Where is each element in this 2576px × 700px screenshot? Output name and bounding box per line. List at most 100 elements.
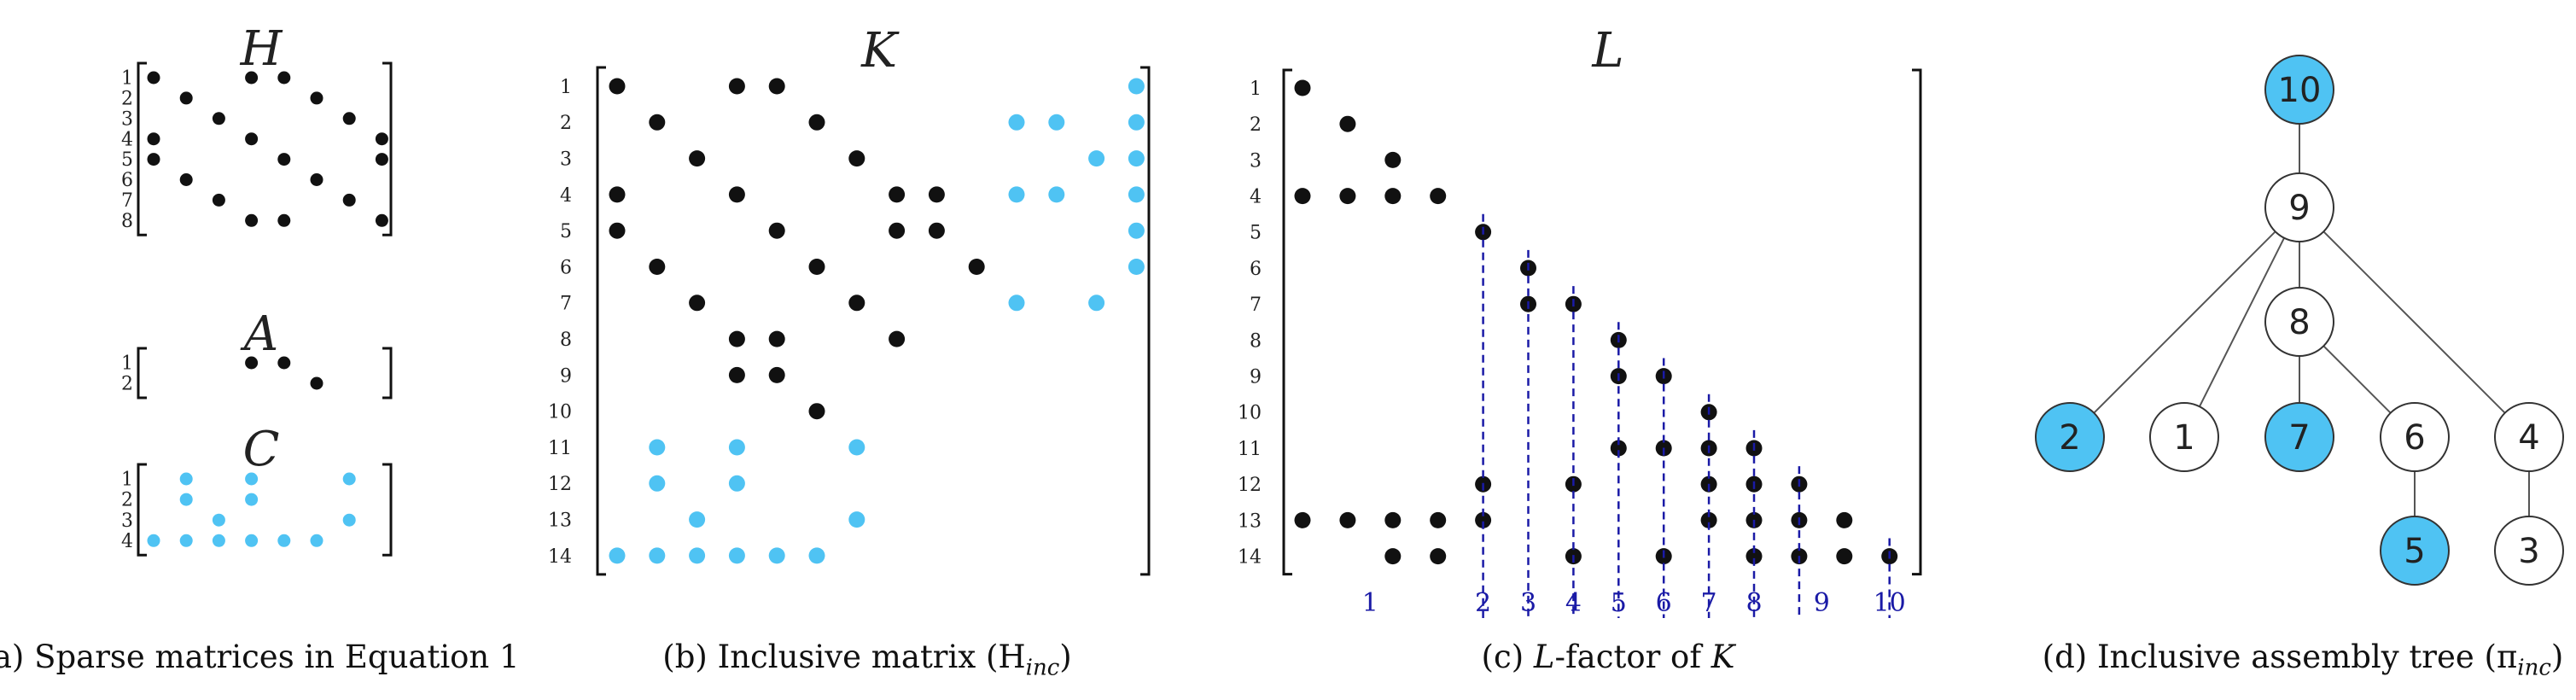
entry-dot-black [689, 150, 706, 167]
entry-dot-blue [179, 472, 193, 486]
entry-dot-black [375, 132, 388, 146]
right-bracket [1140, 66, 1151, 576]
row-label: 5 [1250, 223, 1262, 244]
entry-dot-blue [245, 493, 259, 506]
entry-dot-blue [1128, 186, 1145, 203]
row-label: 1 [1250, 79, 1262, 100]
entry-dot-blue [1088, 150, 1105, 167]
row-label: 1 [121, 470, 133, 491]
entry-dot-black [968, 259, 985, 275]
tree-node-label: 2 [2059, 418, 2080, 458]
entry-dot-black [1836, 548, 1853, 565]
row-label: 4 [121, 129, 133, 150]
row-label: 4 [560, 185, 572, 207]
left-bracket [137, 463, 147, 557]
entry-dot-black [928, 222, 945, 239]
entry-dot-black [310, 173, 323, 186]
entry-dot-blue [728, 439, 745, 456]
matrix-title-H: H [240, 21, 283, 77]
row-label: 1 [560, 77, 572, 98]
entry-dot-blue [728, 475, 745, 492]
entry-dot-black [768, 78, 785, 95]
entry-dot-blue [689, 511, 706, 528]
entry-dot-black [768, 366, 785, 383]
entry-dot-blue [649, 475, 666, 492]
entry-dot-black [728, 330, 745, 347]
entry-dot-black [609, 222, 626, 239]
tree-node-highlighted [2264, 402, 2334, 472]
row-label: 8 [1250, 330, 1262, 352]
caption-b: (b) Inclusive matrix (Hinc) [662, 639, 1072, 681]
entry-dot-blue [1008, 295, 1025, 312]
entry-dot-black [1430, 511, 1447, 528]
entry-dot-black [277, 356, 291, 370]
entry-dot-black [375, 153, 388, 166]
tree-node-label: 7 [2288, 418, 2310, 458]
entry-dot-black [1294, 188, 1311, 205]
entry-dot-black [277, 213, 291, 227]
supernode-label: 10 [1874, 588, 1906, 618]
caption-c: (c) L-factor of K [1481, 639, 1735, 675]
row-label: 10 [1238, 403, 1262, 424]
matrix-title-A: A [240, 306, 278, 362]
entry-dot-black [245, 213, 259, 227]
tree-node [2380, 402, 2450, 472]
entry-dot-black [245, 132, 259, 146]
entry-dot-blue [147, 534, 160, 547]
left-bracket [137, 61, 147, 236]
matrix-title-C: C [243, 422, 280, 477]
supernode-label: 1 [1362, 588, 1378, 618]
panel-d-assembly-tree: 10 9 8 2 1 7 6 4 5 3 [2035, 55, 2564, 586]
entry-dot-black [609, 186, 626, 203]
entry-dot-black [728, 186, 745, 203]
row-label: 9 [1250, 367, 1262, 388]
row-label: 5 [560, 221, 572, 242]
row-label: 10 [548, 402, 572, 423]
entry-dot-black [808, 114, 825, 131]
entry-dot-black [147, 71, 160, 85]
row-label: 11 [1238, 439, 1262, 460]
row-label: 13 [1238, 510, 1262, 532]
entry-dot-black [1339, 511, 1356, 528]
matrix-title-L: L [1591, 23, 1623, 79]
entry-dot-black [245, 356, 259, 370]
row-label: 12 [1238, 475, 1262, 496]
entry-dot-blue [1128, 259, 1145, 275]
row-label: 5 [121, 149, 133, 171]
caption-d: (d) Inclusive assembly tree (πinc) [2042, 639, 2564, 681]
entry-dot-black [928, 186, 945, 203]
tree-node-label: 6 [2404, 418, 2425, 458]
supernode-label: 2 [1475, 588, 1491, 618]
entry-dot-blue [1048, 186, 1065, 203]
row-label: 4 [121, 531, 133, 552]
entry-dot-black [1746, 548, 1763, 565]
entry-dot-blue [212, 513, 225, 527]
supernode-label: 5 [1611, 588, 1627, 618]
row-label: 2 [121, 88, 133, 109]
entry-dot-blue [609, 547, 626, 564]
entry-dot-blue [342, 513, 356, 527]
tree-node-label: 4 [2518, 418, 2539, 458]
row-label: 12 [548, 474, 572, 495]
entry-dot-black [147, 132, 160, 146]
entry-dot-black [1610, 440, 1627, 457]
entry-dot-black [342, 193, 356, 207]
entry-dot-blue [1008, 186, 1025, 203]
row-label: 9 [560, 365, 572, 387]
tree-edge [2299, 207, 2530, 438]
entry-dot-black [1294, 511, 1311, 528]
supernode-label: 4 [1565, 588, 1582, 618]
entry-dot-blue [728, 547, 745, 564]
entry-dot-blue [808, 547, 825, 564]
entry-dot-black [889, 330, 906, 347]
entry-dot-blue [212, 534, 225, 547]
row-label: 3 [121, 510, 133, 532]
row-label: 4 [1250, 187, 1262, 208]
entry-dot-black [179, 91, 193, 105]
row-label: 13 [548, 510, 572, 532]
entry-dot-black [1384, 548, 1402, 565]
entry-dot-black [310, 91, 323, 105]
entry-dot-blue [1048, 114, 1065, 131]
